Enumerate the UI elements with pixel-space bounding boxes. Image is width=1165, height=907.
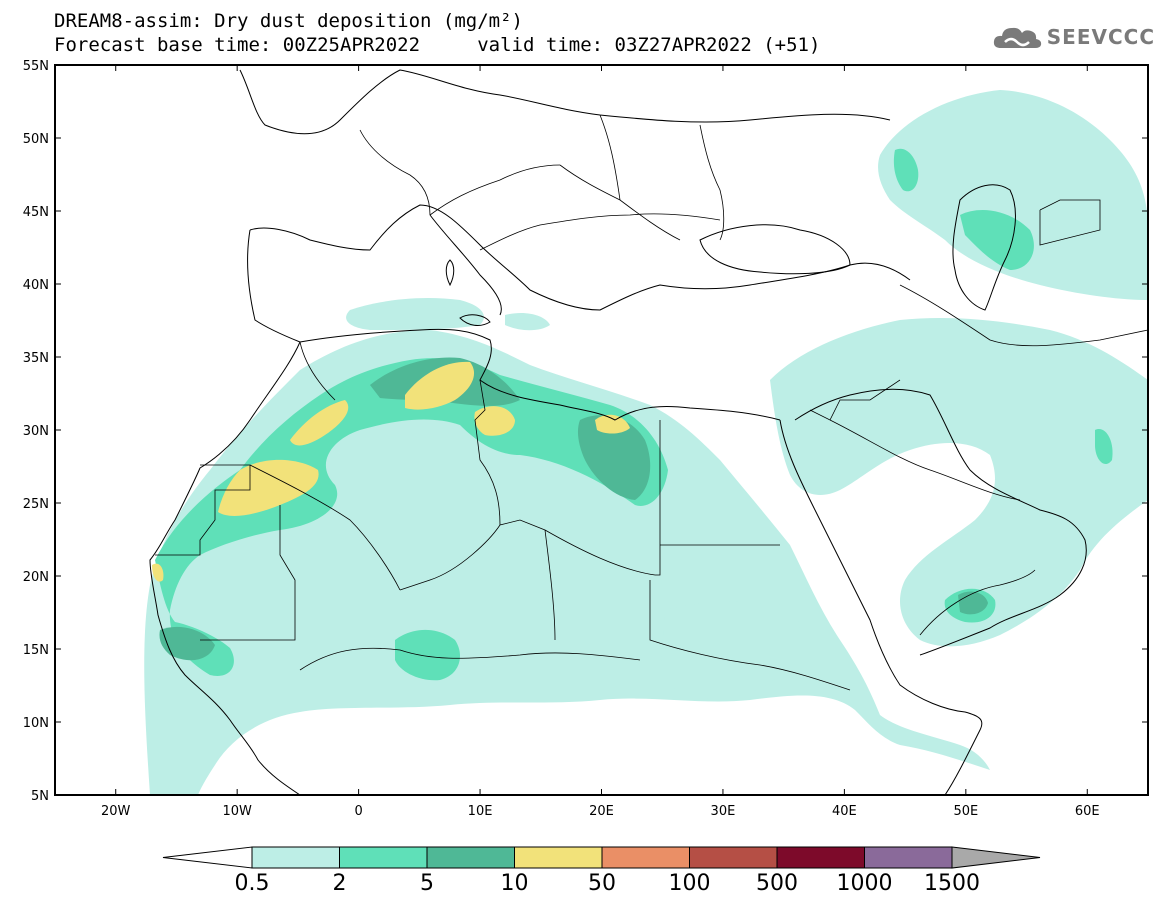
lat-label: 25N: [23, 497, 49, 512]
lon-label: 60E: [1075, 804, 1100, 819]
cloud-icon: [993, 27, 1041, 48]
colorbar-label: 0.5: [235, 871, 270, 896]
lon-label: 20W: [101, 804, 131, 819]
lat-label: 55N: [23, 59, 49, 74]
coastline-iberia: [247, 229, 301, 343]
colorbar-swatch: [689, 846, 778, 869]
deposition-level-2: [155, 148, 1113, 681]
map-title: DREAM8-assim: Dry dust deposition (mg/m²…: [54, 10, 523, 32]
lon-label: 0: [354, 804, 362, 819]
deposition-level-0-5: [144, 90, 1148, 795]
colorbar-label: 1500: [924, 871, 980, 896]
lat-label: 50N: [23, 132, 49, 147]
seevccc-logo: SEEVCCC: [991, 22, 1155, 52]
logo-text: SEEVCCC: [1046, 25, 1155, 49]
dust-deposition-fields: [144, 90, 1148, 795]
colorbar-swatch: [339, 846, 428, 869]
colorbar-swatch: [514, 846, 603, 869]
lat-label: 10N: [23, 716, 49, 731]
coastline-black-sea: [699, 224, 851, 275]
colorbar-legend: 0.5 2 5 10 50 100 500 1000 1500: [162, 846, 1041, 896]
colorbar-label: 1000: [837, 871, 893, 896]
lon-label: 50E: [953, 804, 978, 819]
lat-label: 15N: [23, 643, 49, 658]
coastline-north-africa: [299, 328, 781, 421]
colorbar-label: 2: [333, 871, 347, 896]
colorbar-swatch: [251, 846, 340, 869]
colorbar-swatch: [864, 846, 953, 869]
lon-label: 40E: [832, 804, 857, 819]
colorbar-under-arrow: [162, 846, 253, 869]
coastline-mediterranean-islands: [445, 259, 491, 326]
longitude-axis: 20W 10W 0 10E 20E 30E 40E 50E 60E: [101, 65, 1100, 819]
latitude-axis: 55N 50N 45N 40N 35N 30N 25N 20N 15N 10N 5N: [23, 59, 1148, 804]
lat-label: 5N: [31, 789, 49, 804]
colorbar-label: 100: [669, 871, 711, 896]
colorbar-label: 5: [420, 871, 434, 896]
country-borders: [155, 114, 1148, 691]
lat-label: 45N: [23, 205, 49, 220]
colorbar-label: 10: [501, 871, 529, 896]
colorbar-swatch: [426, 846, 515, 869]
coastline-italy: [429, 214, 502, 316]
colorbar-swatch: [776, 846, 865, 869]
lon-label: 10E: [468, 804, 493, 819]
deposition-level-10: [152, 361, 630, 582]
coastlines: [149, 69, 1087, 795]
lat-label: 35N: [23, 351, 49, 366]
colorbar-swatch: [601, 846, 690, 869]
lat-label: 30N: [23, 424, 49, 439]
lat-label: 20N: [23, 570, 49, 585]
coastline-caspian: [952, 184, 1016, 311]
colorbar-label: 500: [756, 871, 798, 896]
lon-label: 20E: [589, 804, 614, 819]
lat-label: 40N: [23, 278, 49, 293]
coastline-africa-atlantic: [149, 341, 301, 795]
coastline-northern-europe: [239, 69, 891, 135]
lon-label: 10W: [222, 804, 252, 819]
colorbar-over-arrow: [951, 846, 1041, 869]
coastline-europe: [249, 204, 911, 311]
forecast-time-subtitle: Forecast base time: 00Z25APR2022 valid t…: [54, 34, 821, 56]
lon-label: 30E: [711, 804, 736, 819]
coastline-arabia: [794, 388, 1087, 656]
coastline-red-sea-east-africa: [779, 419, 983, 795]
colorbar-label: 50: [588, 871, 616, 896]
